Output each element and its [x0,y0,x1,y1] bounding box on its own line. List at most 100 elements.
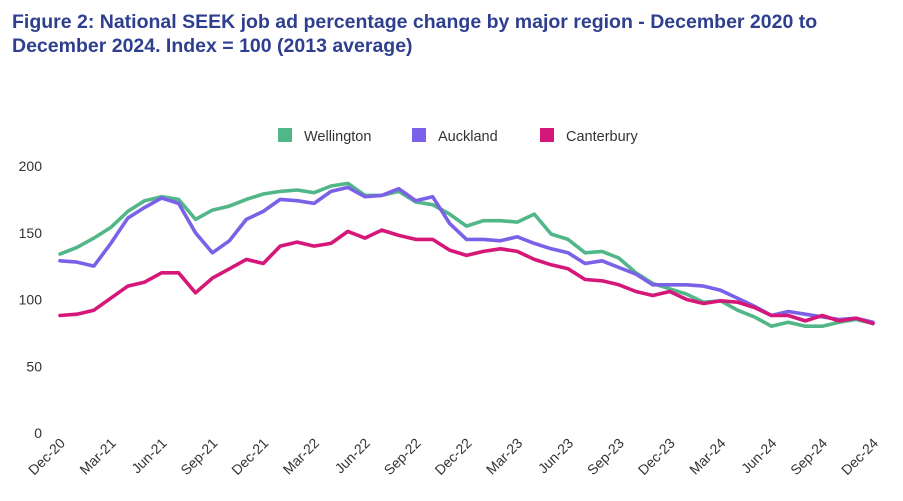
data-point [143,281,146,283]
data-point [177,198,180,201]
data-point [448,249,451,252]
x-tick-label: Sep-23 [584,435,627,478]
x-tick-label: Dec-22 [431,435,474,478]
data-point [804,325,807,328]
data-point [93,309,95,312]
x-tick-label: Dec-21 [228,435,271,478]
data-point [380,229,383,232]
data-point [465,254,468,257]
y-axis-ticks: 0 50 100 150 200 [19,158,43,441]
data-point [76,246,78,249]
x-tick-label: Mar-23 [483,435,526,478]
x-tick-label: Jun-21 [128,435,170,477]
data-point [194,218,197,221]
data-point [126,217,129,220]
data-point [635,273,637,275]
data-point [448,213,451,216]
data-point [245,198,248,201]
x-axis-ticks: Dec-20 Mar-21 Jun-21 Sep-21 Dec-21 Mar-22 Jun-… [25,435,881,478]
data-point [736,297,739,300]
data-point [516,235,519,238]
legend-swatch [412,128,426,142]
data-point [651,283,654,286]
x-tick-label: Jun-24 [738,435,780,477]
data-point [160,197,163,199]
data-point [431,203,434,206]
data-point [262,210,265,213]
x-tick-label: Mar-21 [76,435,119,478]
x-tick-label: Dec-23 [635,435,678,478]
data-point [313,245,315,248]
data-point [550,263,553,266]
series-line-canterbury [58,228,875,326]
data-point [482,250,485,253]
data-point [109,242,112,245]
data-point [448,222,451,225]
data-point [397,187,400,190]
data-point [211,209,214,212]
data-point [550,233,553,236]
data-point [482,238,485,241]
data-point [584,278,586,281]
data-point [516,221,519,224]
data-point [262,262,265,265]
data-point [126,285,129,287]
data-point [194,291,197,294]
data-point [228,239,231,242]
data-point [702,302,705,305]
data-point [313,202,315,205]
data-point [279,245,282,248]
data-point [143,206,146,209]
data-point [76,313,78,316]
data-point [618,266,620,269]
data-point [567,251,569,254]
data-point [465,238,468,241]
data-point [533,213,536,216]
data-point [668,287,671,290]
data-point [668,283,671,286]
legend-item-auckland: Auckland [412,128,498,145]
data-point [296,241,298,244]
data-point [601,250,603,253]
data-point [211,251,214,254]
x-tick-label: Sep-22 [381,435,424,478]
data-point [296,189,298,191]
data-point [76,261,78,263]
data-point [821,325,824,328]
data-point [770,325,773,328]
y-tick-label: 100 [19,292,43,308]
data-point [618,283,620,286]
data-point [414,238,417,241]
data-point [364,195,366,198]
data-point [855,317,857,320]
data-point [262,193,265,195]
data-point [194,231,197,234]
data-point [245,258,248,261]
data-point [821,314,824,317]
data-point [736,309,739,312]
x-tick-label: Mar-22 [280,435,323,478]
data-point [753,306,756,309]
data-point [499,239,502,242]
data-point [330,190,332,193]
data-point [330,185,332,187]
data-point [296,199,298,202]
data-point [770,314,773,317]
data-point [143,199,146,202]
data-point [126,210,129,213]
data-point [397,234,400,237]
series-canterbury [58,228,875,326]
data-point [364,237,366,240]
data-point [651,294,654,297]
chart-legend: Wellington Auckland Canterbury [278,128,638,145]
data-point [787,321,790,324]
data-point [93,265,95,267]
data-point [59,253,61,256]
data-point [685,293,688,296]
data-point [499,219,502,222]
y-tick-label: 50 [26,358,42,374]
chart-series [58,181,875,329]
data-point [601,279,603,282]
data-point [736,301,739,304]
